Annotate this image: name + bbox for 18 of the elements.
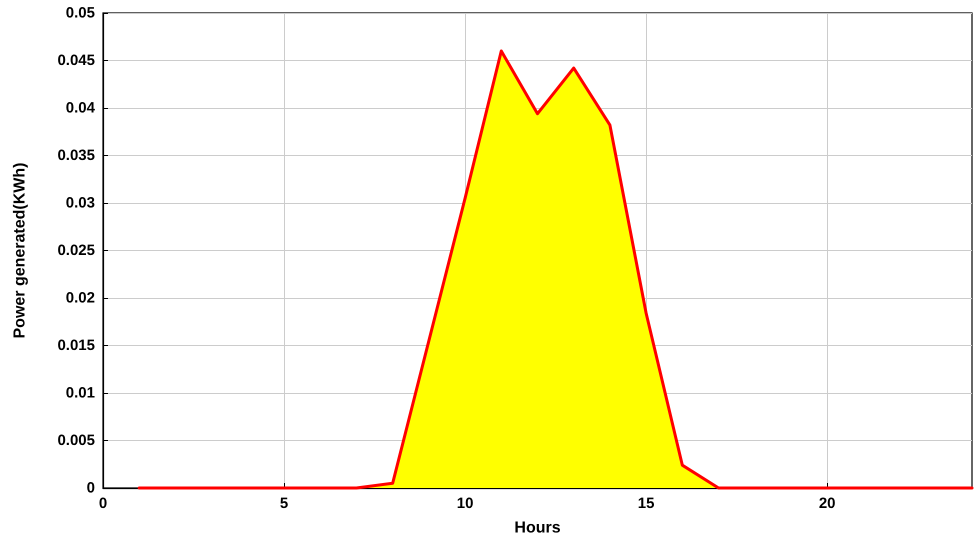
y-tick-label: 0.01 [66,384,95,402]
x-tick-label: 20 [818,495,836,512]
y-tick-label: 0.05 [66,4,95,22]
x-tick-label: 0 [98,495,108,512]
x-axis-title: Hours [514,520,561,536]
y-tick-label: 0.02 [66,290,95,306]
y-axis-title: Power generated(KWh) [12,162,28,339]
y-tick-label: 0.025 [57,242,95,259]
y-tick-label: 0.035 [57,147,95,164]
y-tick-label: 0.015 [57,337,95,354]
x-tick-label: 10 [456,495,474,512]
x-tick-label: 15 [638,495,654,512]
y-tick-label: 0.045 [57,52,95,69]
y-tick-label: 0.005 [57,432,95,449]
y-tick-label: 0 [86,480,95,496]
y-tick-label: 0.04 [66,100,96,116]
x-tick-label: 5 [280,495,288,512]
y-tick-label: 0.03 [66,194,95,212]
